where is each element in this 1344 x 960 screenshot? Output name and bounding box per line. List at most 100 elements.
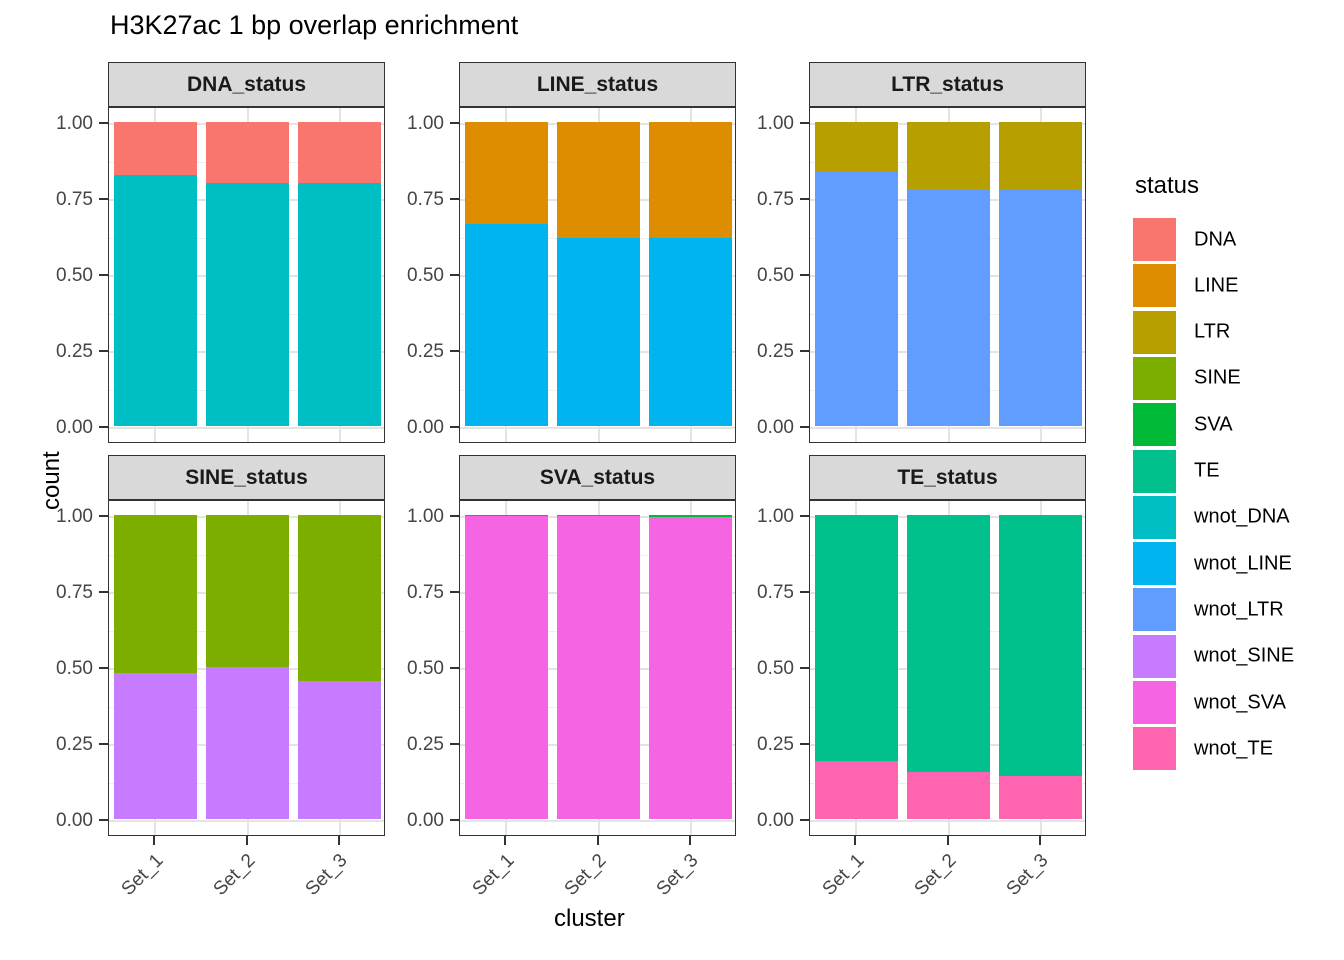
y-tick-label: 0.50 <box>56 657 93 679</box>
bar-segment <box>557 237 640 426</box>
y-tick-label: 0.50 <box>407 657 444 679</box>
legend-item: wnot_LINE <box>1133 542 1333 586</box>
y-tick-label: 0.75 <box>56 188 93 210</box>
facet-panel <box>809 500 1086 836</box>
bar-segment <box>649 237 733 426</box>
legend-item-label: TE <box>1194 459 1220 482</box>
facet-strip-label: DNA_status <box>186 72 307 96</box>
y-tick-label: 0.00 <box>757 809 794 831</box>
legend-item: wnot_SINE <box>1133 634 1333 678</box>
y-axis-tick <box>450 591 459 593</box>
x-tick-label: Set_1 <box>468 850 519 900</box>
y-tick-label: 0.75 <box>757 581 794 603</box>
y-tick-label: 1.00 <box>757 505 794 527</box>
legend-color-swatch <box>1133 356 1176 400</box>
facet-strip: LTR_status <box>809 62 1086 107</box>
x-tick-label: Set_2 <box>560 850 611 900</box>
legend-color-swatch <box>1133 495 1176 539</box>
bar-segment <box>464 122 548 224</box>
y-axis-tick <box>800 591 809 593</box>
bar-segment <box>649 517 733 819</box>
y-axis-tick <box>800 819 809 821</box>
y-tick-label: 1.00 <box>757 112 794 134</box>
y-tick-label: 1.00 <box>56 505 93 527</box>
legend-color-swatch <box>1133 727 1176 771</box>
bar-segment <box>557 515 640 819</box>
x-axis-tick <box>337 836 340 845</box>
y-tick-label: 0.25 <box>56 340 93 362</box>
legend-color-swatch <box>1133 542 1176 586</box>
y-axis-tick <box>99 743 108 745</box>
facet-strip-label: TE_status <box>897 465 998 489</box>
y-axis-tick <box>450 122 459 124</box>
legend-item-label: wnot_DNA <box>1194 505 1290 528</box>
facet-strip: SINE_status <box>108 455 385 500</box>
legend-color-swatch <box>1133 310 1176 354</box>
legend-item: SINE <box>1133 356 1333 400</box>
legend-item: wnot_SVA <box>1133 681 1333 724</box>
y-tick-label: 0.25 <box>407 733 444 755</box>
x-tick-label: Set_3 <box>301 850 352 900</box>
legend-title: status <box>1135 172 1200 199</box>
legend-item: TE <box>1133 449 1333 493</box>
y-axis-tick <box>800 198 809 200</box>
x-tick-label: Set_1 <box>117 850 168 900</box>
x-axis-tick <box>153 836 156 845</box>
y-axis-tick <box>800 350 809 352</box>
legend-color-swatch <box>1133 588 1176 632</box>
facet-strip-label: LTR_status <box>891 72 1004 96</box>
y-axis-tick <box>800 743 809 745</box>
x-axis-tick <box>1038 836 1041 845</box>
y-axis-tick <box>450 515 459 517</box>
y-axis-tick <box>800 122 809 124</box>
legend-item-label: LINE <box>1194 274 1239 297</box>
y-tick-label: 0.25 <box>757 733 794 755</box>
x-tick-label: Set_3 <box>1002 850 1053 900</box>
legend-color-swatch <box>1133 218 1176 261</box>
bar-segment <box>206 515 289 667</box>
y-tick-label: 0.50 <box>407 264 444 286</box>
bar-segment <box>113 122 197 176</box>
legend-item-label: SVA <box>1194 413 1233 436</box>
facet-panel <box>809 107 1086 443</box>
bar-segment <box>814 761 898 819</box>
facet-strip: SVA_status <box>459 455 736 500</box>
bar-segment <box>999 122 1083 191</box>
bar-segment <box>464 223 548 426</box>
y-axis-tick <box>99 426 108 428</box>
legend-color-swatch <box>1133 681 1176 724</box>
legend-item-label: wnot_SVA <box>1194 691 1286 713</box>
facet-strip: DNA_status <box>108 62 385 107</box>
y-axis-tick <box>450 350 459 352</box>
x-axis-tick <box>854 836 857 845</box>
y-tick-label: 0.25 <box>757 340 794 362</box>
bar-segment <box>206 122 289 183</box>
legend-item-label: wnot_LTR <box>1194 598 1284 621</box>
bar-segment <box>557 122 640 238</box>
bar-segment <box>907 771 990 819</box>
y-tick-label: 0.00 <box>757 416 794 438</box>
y-axis-tick <box>99 515 108 517</box>
x-tick-label: Set_1 <box>818 850 869 900</box>
bar-segment <box>999 776 1083 819</box>
legend-color-swatch <box>1133 449 1176 493</box>
y-tick-label: 0.75 <box>407 188 444 210</box>
bar-segment <box>206 182 289 426</box>
bar-segment <box>464 515 548 819</box>
bar-segment <box>907 188 990 426</box>
legend-item: LTR <box>1133 310 1333 354</box>
x-tick-label: Set_3 <box>652 850 703 900</box>
y-axis-tick <box>450 274 459 276</box>
y-tick-label: 0.00 <box>407 809 444 831</box>
bar-segment <box>298 182 382 426</box>
y-axis-tick <box>99 819 108 821</box>
x-tick-label: Set_2 <box>209 850 260 900</box>
y-tick-label: 0.75 <box>56 581 93 603</box>
bar-segment <box>907 515 990 772</box>
y-tick-label: 0.50 <box>56 264 93 286</box>
plot-title: H3K27ac 1 bp overlap enrichment <box>110 10 519 40</box>
legend-item-label: wnot_LINE <box>1194 552 1292 575</box>
y-axis-tick <box>800 274 809 276</box>
bar-segment <box>814 515 898 762</box>
